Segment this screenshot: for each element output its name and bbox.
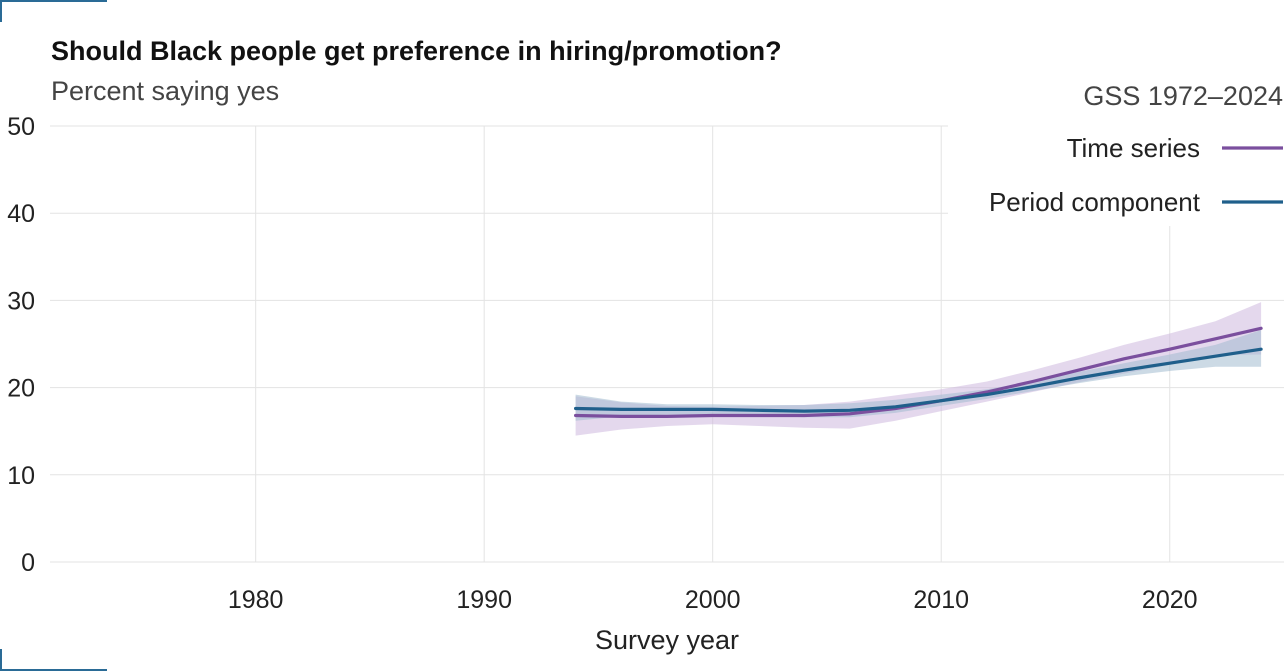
legend: GSS 1972–2024 Time series Period componen… xyxy=(948,74,1284,226)
y-tick-label: 20 xyxy=(7,375,35,403)
legend-label: Time series xyxy=(1067,133,1200,163)
x-tick-label: 1980 xyxy=(228,586,284,614)
x-tick-label: 1990 xyxy=(456,586,512,614)
x-tick-label: 2010 xyxy=(913,586,969,614)
y-tick-label: 50 xyxy=(7,113,35,141)
x-axis-title: Survey year xyxy=(595,625,739,655)
series-line-period-component xyxy=(573,347,1263,413)
frame-corner-top-left xyxy=(0,0,107,22)
x-axis-ticks: 1980 1990 2000 2010 2020 xyxy=(228,586,1198,614)
chart-subtitle: Percent saying yes xyxy=(51,76,280,106)
series-lines xyxy=(573,326,1263,418)
y-tick-label: 10 xyxy=(7,462,35,490)
chart-title: Should Black people get preference in hi… xyxy=(51,36,782,66)
frame-corner-bottom-left xyxy=(0,649,107,671)
legend-title: GSS 1972–2024 xyxy=(1083,81,1283,111)
y-tick-label: 30 xyxy=(7,287,35,315)
y-axis-ticks: 0 10 20 30 40 50 xyxy=(7,113,35,577)
y-tick-label: 0 xyxy=(21,549,35,577)
legend-label: Period component xyxy=(989,187,1201,217)
x-tick-label: 2020 xyxy=(1142,586,1198,614)
x-tick-label: 2000 xyxy=(685,586,741,614)
y-tick-label: 40 xyxy=(7,200,35,228)
